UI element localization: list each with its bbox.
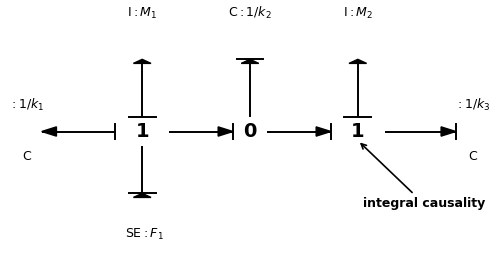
Polygon shape [134, 59, 151, 63]
Text: 1: 1 [351, 122, 364, 141]
Text: $\mathrm{C:}1/k_{2}$: $\mathrm{C:}1/k_{2}$ [228, 4, 272, 21]
Polygon shape [134, 193, 151, 198]
Text: $\mathrm{I:}M_{1}$: $\mathrm{I:}M_{1}$ [127, 6, 158, 21]
Text: SE$:F_1$: SE$:F_1$ [125, 227, 164, 242]
Text: integral causality: integral causality [361, 144, 485, 210]
Polygon shape [441, 127, 456, 136]
Text: $\mathrm{I:}M_{2}$: $\mathrm{I:}M_{2}$ [342, 6, 373, 21]
Polygon shape [316, 127, 331, 136]
Polygon shape [349, 59, 366, 63]
Text: C: C [468, 150, 477, 163]
Text: 0: 0 [244, 122, 256, 141]
Polygon shape [241, 59, 259, 63]
Text: 1: 1 [136, 122, 149, 141]
Text: C: C [22, 150, 32, 163]
Text: $:1/k_3$: $:1/k_3$ [456, 97, 490, 113]
Polygon shape [218, 127, 233, 136]
Polygon shape [42, 127, 56, 136]
Text: $:1/k_1$: $:1/k_1$ [10, 97, 44, 113]
